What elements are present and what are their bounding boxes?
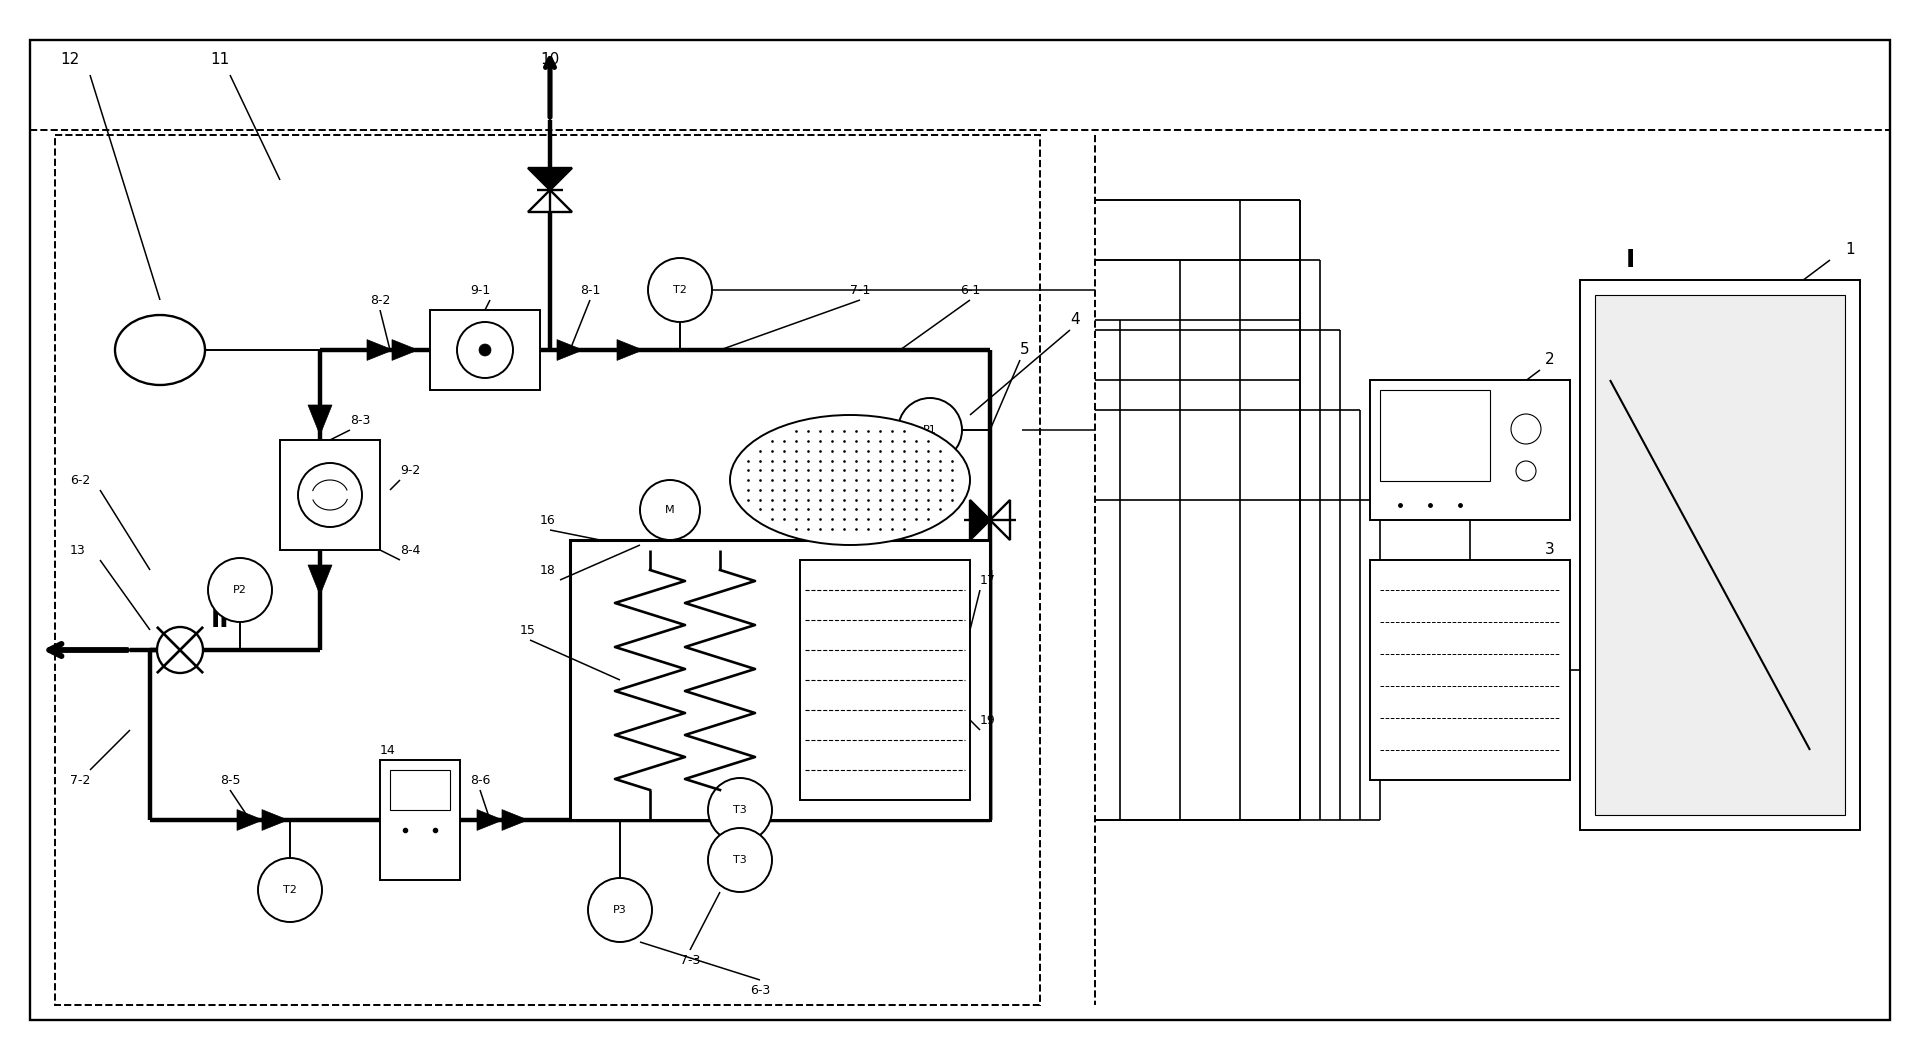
- Polygon shape: [308, 405, 332, 435]
- Bar: [1371, 560, 1569, 780]
- Text: 8-3: 8-3: [351, 414, 370, 427]
- Circle shape: [1512, 414, 1540, 444]
- Polygon shape: [557, 339, 582, 361]
- Circle shape: [156, 627, 202, 674]
- Text: 7-1: 7-1: [850, 283, 870, 297]
- Text: 8-5: 8-5: [220, 774, 241, 786]
- Text: 4: 4: [1070, 313, 1080, 328]
- Circle shape: [1515, 461, 1537, 481]
- Bar: [430, 310, 540, 390]
- Circle shape: [258, 858, 322, 922]
- Polygon shape: [501, 810, 528, 830]
- Ellipse shape: [731, 415, 970, 545]
- Text: 8-6: 8-6: [470, 774, 490, 786]
- Text: 9-2: 9-2: [399, 464, 420, 477]
- Text: T2: T2: [283, 885, 297, 895]
- Text: 18: 18: [540, 564, 555, 577]
- Circle shape: [299, 463, 362, 527]
- Text: 19: 19: [979, 714, 995, 727]
- Bar: [1581, 280, 1861, 830]
- Bar: [389, 770, 449, 810]
- Circle shape: [208, 558, 272, 622]
- Text: 7-2: 7-2: [69, 774, 91, 786]
- Ellipse shape: [116, 315, 204, 385]
- Bar: [1380, 390, 1490, 481]
- Circle shape: [648, 257, 711, 322]
- Polygon shape: [476, 810, 503, 830]
- Bar: [1371, 380, 1569, 520]
- Text: I: I: [1625, 248, 1635, 272]
- Text: II: II: [210, 608, 229, 632]
- Text: M: M: [665, 505, 675, 515]
- Text: 16: 16: [540, 514, 555, 527]
- Text: M: M: [152, 343, 168, 358]
- Circle shape: [708, 828, 771, 892]
- Bar: [571, 541, 989, 820]
- Bar: [280, 440, 380, 550]
- Polygon shape: [617, 339, 644, 361]
- Text: 3: 3: [1544, 543, 1554, 558]
- Text: 14: 14: [380, 744, 395, 757]
- Text: T3: T3: [733, 855, 746, 865]
- Polygon shape: [237, 810, 262, 830]
- Bar: [56, 135, 1039, 1005]
- Text: 6-2: 6-2: [69, 473, 91, 486]
- Circle shape: [640, 480, 700, 541]
- Circle shape: [457, 322, 513, 378]
- Polygon shape: [391, 339, 418, 361]
- Polygon shape: [308, 565, 332, 595]
- Bar: [380, 760, 461, 880]
- Bar: [800, 560, 970, 800]
- Text: 11: 11: [210, 52, 229, 67]
- Text: 15: 15: [521, 624, 536, 636]
- Text: 9-1: 9-1: [470, 283, 490, 297]
- Circle shape: [588, 878, 652, 942]
- Text: P3: P3: [613, 905, 627, 915]
- Bar: [1594, 295, 1845, 815]
- Text: 13: 13: [69, 544, 85, 556]
- Text: 12: 12: [60, 52, 79, 67]
- Text: 8-4: 8-4: [399, 544, 420, 556]
- Text: T2: T2: [673, 285, 686, 295]
- Text: P1: P1: [924, 425, 937, 435]
- Polygon shape: [262, 810, 287, 830]
- Polygon shape: [970, 500, 989, 541]
- Text: P2: P2: [233, 585, 247, 595]
- Text: 5: 5: [1020, 343, 1030, 358]
- Text: 1: 1: [1845, 243, 1855, 257]
- Text: 8-2: 8-2: [370, 294, 389, 306]
- Text: 10: 10: [540, 52, 559, 67]
- Text: 2: 2: [1544, 352, 1554, 367]
- Circle shape: [898, 398, 962, 462]
- Polygon shape: [528, 190, 573, 212]
- Polygon shape: [989, 500, 1010, 541]
- Text: T3: T3: [733, 805, 746, 815]
- Text: 6-3: 6-3: [750, 983, 771, 997]
- Text: 6-1: 6-1: [960, 283, 979, 297]
- Text: 17: 17: [979, 573, 997, 586]
- Polygon shape: [366, 339, 393, 361]
- Polygon shape: [528, 168, 573, 190]
- Text: 8-1: 8-1: [580, 283, 600, 297]
- Text: 7-3: 7-3: [681, 953, 700, 966]
- Circle shape: [478, 344, 492, 356]
- Circle shape: [708, 778, 771, 842]
